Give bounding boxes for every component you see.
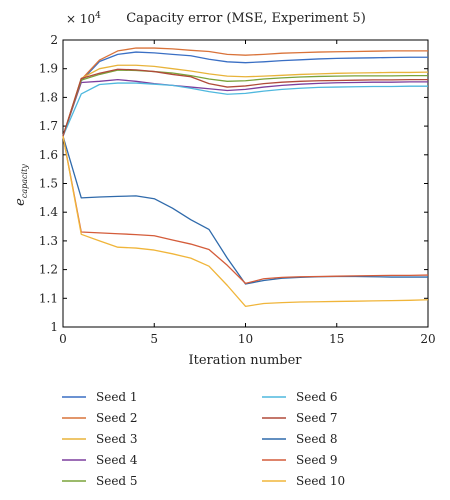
legend-label: Seed 4 <box>96 453 138 467</box>
y-tick-label: 1.2 <box>39 263 58 277</box>
y-tick-label: 1.6 <box>39 148 58 162</box>
x-axis-label: Iteration number <box>188 353 302 368</box>
x-tick-label: 20 <box>420 332 435 346</box>
y-tick-label: 1.4 <box>39 205 58 219</box>
legend-label: Seed 5 <box>96 474 138 488</box>
y-tick-label: 1.5 <box>39 177 58 191</box>
legend-label: Seed 1 <box>96 390 138 404</box>
legend-label: Seed 7 <box>296 411 338 425</box>
legend: Seed 1 Seed 2 Seed 3 Seed 4 Seed 5 Seed 6 Seed… <box>62 390 345 488</box>
y-tick-label: 1.8 <box>39 90 58 104</box>
legend-item-seed-10: Seed 10 <box>262 474 345 488</box>
y-tick-label: 2 <box>50 33 58 47</box>
legend-item-seed-4: Seed 4 <box>62 453 138 467</box>
x-tick-label: 15 <box>329 332 344 346</box>
series-line-seed-7 <box>62 68 428 137</box>
x-ticks: 0 5 10 15 20 <box>59 40 436 346</box>
legend-item-seed-9: Seed 9 <box>262 453 338 467</box>
y-tick-label: 1.1 <box>39 291 58 305</box>
y-ticks: 1 1.1 1.2 1.3 1.4 1.5 1.6 1.7 1.8 1.9 2 <box>39 33 428 334</box>
legend-item-seed-2: Seed 2 <box>62 411 138 425</box>
legend-item-seed-3: Seed 3 <box>62 432 138 446</box>
series-line-seed-10 <box>62 136 429 307</box>
y-tick-label: 1.3 <box>39 234 58 248</box>
y-tick-label: 1.9 <box>39 62 58 76</box>
series-line-seed-3 <box>62 64 429 137</box>
series-line-seed-9 <box>62 136 429 285</box>
legend-item-seed-5: Seed 5 <box>62 474 138 488</box>
legend-item-seed-8: Seed 8 <box>262 432 338 446</box>
series-line-seed-4 <box>62 78 428 137</box>
legend-label: Seed 8 <box>296 432 338 446</box>
series-line-seed-5 <box>62 69 428 137</box>
legend-label: Seed 3 <box>96 432 138 446</box>
scale-note-base: × 10 <box>66 12 95 26</box>
series-lines <box>62 47 429 307</box>
chart-title: Capacity error (MSE, Experiment 5) <box>126 11 366 26</box>
series-line-seed-2 <box>62 47 428 137</box>
x-tick-label: 10 <box>238 332 253 346</box>
legend-item-seed-7: Seed 7 <box>262 411 338 425</box>
series-line-seed-6 <box>62 82 428 137</box>
y-axis-label: ecapacity <box>13 164 29 206</box>
y-tick-label: 1.7 <box>39 119 58 133</box>
y-tick-label: 1 <box>50 320 58 334</box>
axis-scale-note: × 104 <box>66 11 101 26</box>
x-tick-label: 0 <box>59 332 67 346</box>
series-line-seed-1 <box>62 51 428 137</box>
scale-note-exponent: 4 <box>95 11 101 21</box>
x-tick-label: 5 <box>150 332 158 346</box>
legend-item-seed-6: Seed 6 <box>262 390 338 404</box>
series-line-seed-8 <box>62 135 428 285</box>
legend-label: Seed 10 <box>296 474 345 488</box>
legend-label: Seed 2 <box>96 411 138 425</box>
legend-item-seed-1: Seed 1 <box>62 390 138 404</box>
y-axis-label-subscript: capacity <box>20 164 29 198</box>
y-axis-label-main: e <box>13 198 28 206</box>
legend-label: Seed 6 <box>296 390 338 404</box>
legend-label: Seed 9 <box>296 453 338 467</box>
